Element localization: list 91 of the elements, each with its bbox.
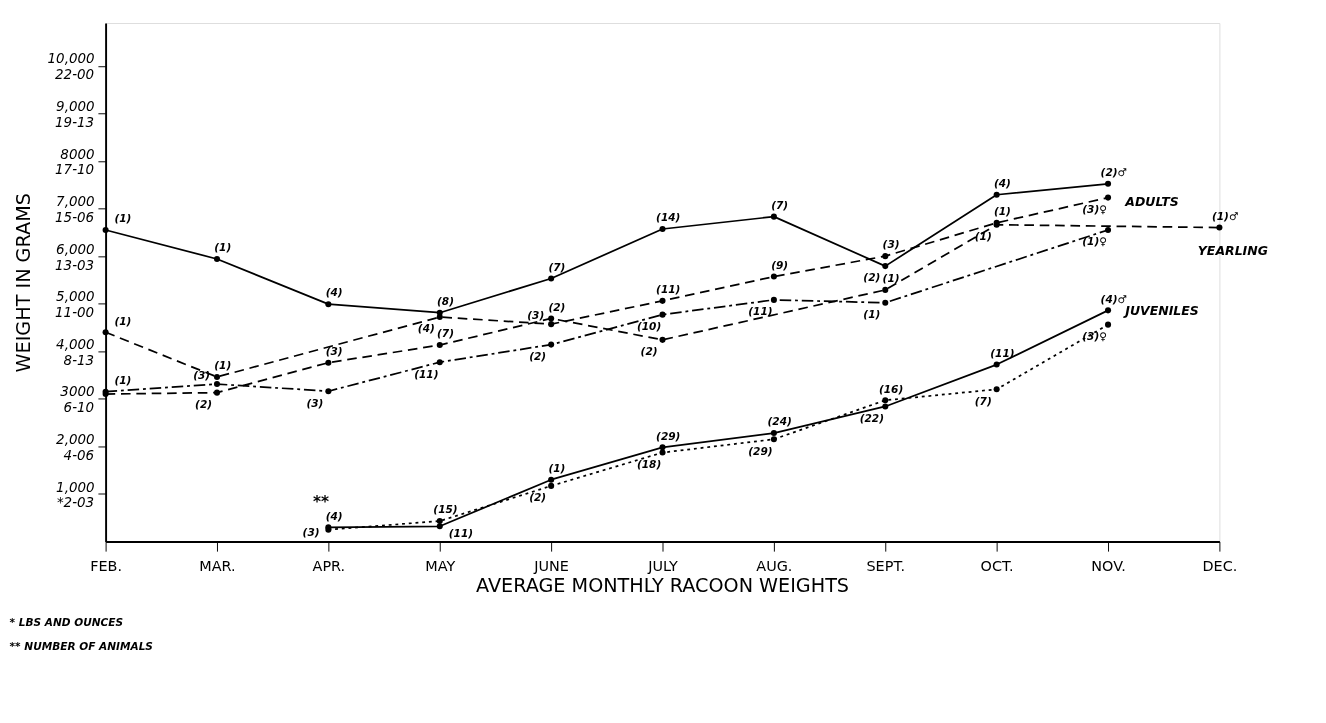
- x-tick-label: JULY: [647, 557, 679, 574]
- annotation: (1): [863, 308, 881, 321]
- annotation: (4): [417, 322, 435, 335]
- annotation: (3): [306, 396, 324, 409]
- text: 22-00: [55, 67, 95, 83]
- x-tick-label: OCT.: [980, 557, 1014, 574]
- text: *2-03: [56, 495, 95, 511]
- annotation: (11): [414, 367, 439, 380]
- y-axis-title: WEIGHT IN GRAMS: [12, 193, 36, 373]
- annotation: (7): [771, 198, 789, 211]
- annotation: (2): [548, 300, 566, 313]
- text: 6-10: [63, 400, 95, 416]
- annotation: (24): [767, 415, 792, 428]
- annotation: (4): [325, 286, 343, 299]
- annotation: (1): [993, 205, 1011, 218]
- text: 4-06: [63, 447, 95, 463]
- x-tick-label: MAY: [425, 557, 456, 574]
- text: 13-03: [55, 257, 95, 273]
- annotation: (29): [748, 444, 773, 457]
- annotation: (11): [656, 283, 681, 296]
- annotation: (16): [878, 382, 904, 395]
- annotation: (2)♂: [1100, 166, 1128, 179]
- annotation: (18): [636, 457, 662, 470]
- annotation: (2): [640, 345, 658, 358]
- annotation: YEARLING: [1197, 243, 1268, 259]
- annotation: (3): [527, 309, 545, 322]
- y-tick-label: 1,000: [56, 479, 95, 495]
- text: 17-10: [55, 162, 95, 178]
- annotation: (1)♀: [1082, 235, 1107, 248]
- annotation: (11): [990, 346, 1015, 359]
- annotation: (1)♂: [1211, 209, 1239, 222]
- annotation: (7): [437, 327, 455, 340]
- x-tick-label: APR.: [312, 557, 346, 574]
- y-tick-label: 7,000: [56, 194, 95, 210]
- text: 8-13: [63, 352, 95, 368]
- y-tick-label: 5,000: [56, 289, 95, 305]
- annotation: (1): [974, 230, 992, 243]
- text: 15-06: [55, 210, 95, 225]
- annotation: (9): [771, 258, 789, 271]
- y-tick-label: 10,000: [47, 51, 95, 67]
- annotation: (3): [193, 369, 211, 382]
- text: AVERAGE MONTHLY RACOON WEIGHTS: [476, 574, 850, 598]
- annotation: (3)♀: [1082, 202, 1107, 215]
- text: * LBS AND OUNCES: [9, 616, 124, 629]
- y-tick-label: 8000: [60, 146, 95, 162]
- y-tick-label: 3000: [60, 384, 95, 400]
- annotation: (10): [636, 320, 662, 332]
- text: 11-00: [55, 305, 95, 321]
- x-tick-label: AUG.: [756, 557, 793, 574]
- annotation: (4)♂: [1100, 292, 1128, 305]
- annotation: (2): [195, 398, 213, 411]
- annotation: (22): [859, 411, 884, 424]
- annotation: (3): [882, 238, 900, 251]
- annotation: (4): [993, 177, 1011, 190]
- annotation: (15): [433, 503, 458, 516]
- annotation: ADULTS: [1124, 193, 1179, 209]
- annotation: (3): [325, 345, 343, 357]
- x-tick-label: MAR.: [199, 557, 236, 574]
- x-tick-label: JUNE: [533, 557, 569, 574]
- annotation: (2): [863, 271, 881, 284]
- annotation: (2): [529, 491, 547, 504]
- x-tick-label: DEC.: [1202, 557, 1238, 574]
- annotation: (14): [656, 211, 681, 224]
- annotation: (1): [548, 462, 566, 475]
- x-tick-label: FEB.: [90, 557, 123, 574]
- annotation: (2): [529, 349, 547, 362]
- x-tick-label: SEPT.: [866, 557, 906, 574]
- annotation: (1): [114, 314, 132, 327]
- text: 19-13: [55, 114, 95, 130]
- annotation: (4): [325, 509, 343, 522]
- annotation: (1): [882, 272, 900, 285]
- annotation: (11): [448, 526, 474, 539]
- y-tick-label: 2,000: [56, 432, 95, 447]
- annotation: JUVENILES: [1122, 302, 1199, 318]
- y-tick-label: 9,000: [56, 99, 95, 115]
- annotation: (3)♀: [1082, 329, 1107, 342]
- annotation: (1): [214, 359, 232, 372]
- annotation: (1): [214, 241, 232, 254]
- annotation: **: [313, 493, 330, 512]
- annotation: (1): [114, 374, 132, 387]
- x-tick-label: NOV.: [1091, 557, 1126, 574]
- annotation: (8): [437, 295, 455, 308]
- annotation: (7): [548, 260, 566, 273]
- y-tick-label: 4,000: [56, 336, 95, 352]
- y-tick-label: 6,000: [56, 241, 95, 257]
- annotation: (29): [656, 429, 681, 442]
- text: ** NUMBER OF ANIMALS: [9, 640, 154, 653]
- annotation: (1): [114, 212, 132, 225]
- annotation: (11): [748, 305, 773, 318]
- annotation: (3): [302, 526, 320, 539]
- annotation: (7): [974, 394, 992, 407]
